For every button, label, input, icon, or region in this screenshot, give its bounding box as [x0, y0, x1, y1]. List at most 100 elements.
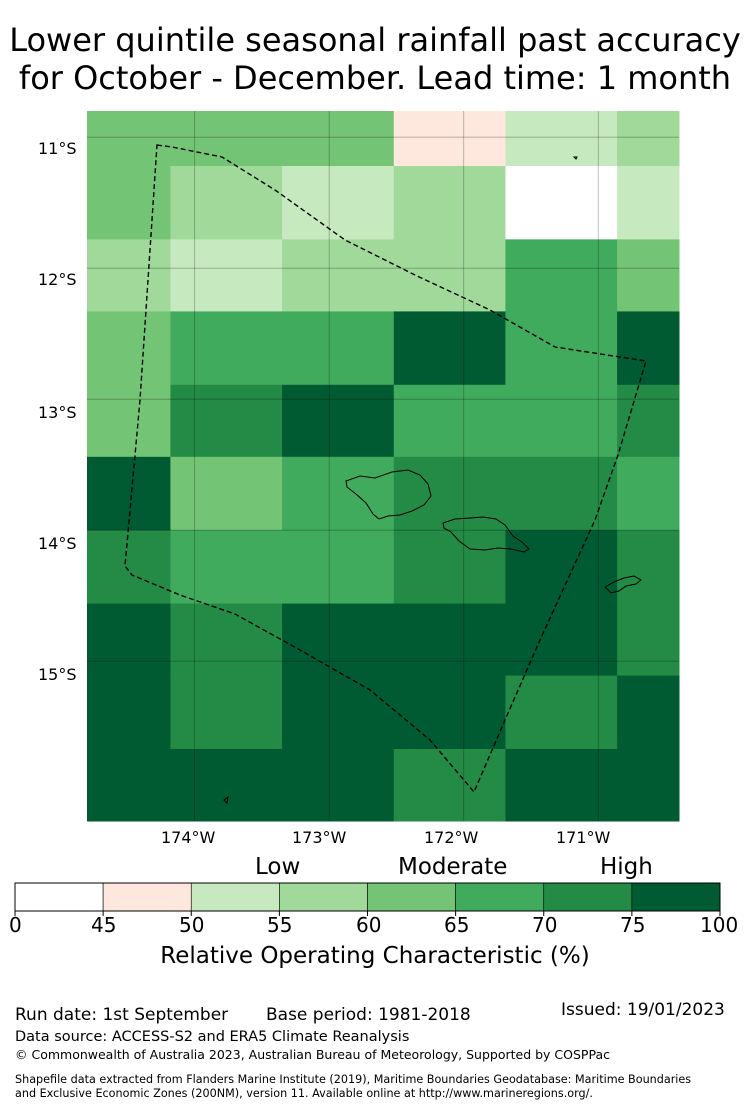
lon-label-171w: 171°W: [556, 828, 611, 847]
grid-cell: [87, 530, 171, 605]
grid-cell: [87, 311, 171, 386]
coastline-tutuila: [604, 575, 642, 594]
grid-cell: [170, 166, 283, 240]
colorbar-tick-65: 65: [444, 913, 470, 937]
eez-boundary-dashed: [124, 144, 647, 794]
map-gridlines: [87, 111, 679, 821]
grid-cell: [617, 748, 680, 822]
lat-label-14s: 14°S: [38, 534, 77, 553]
colorbar-tick-70: 70: [532, 913, 558, 937]
data-source: Data source: ACCESS-S2 and ERA5 Climate …: [15, 1029, 410, 1045]
grid-cell: [282, 311, 395, 386]
category-high: High: [600, 854, 653, 880]
grid-cell: [505, 111, 618, 167]
lat-label-13s: 13°S: [38, 403, 77, 422]
grid-cell: [87, 456, 171, 531]
grid-cell: [170, 111, 283, 167]
grid-cell: [505, 603, 618, 677]
grid-cell: [87, 675, 171, 750]
grid-cell: [505, 675, 618, 750]
colorbar-tick-100: 100: [700, 913, 739, 937]
grid-cell: [505, 239, 618, 312]
grid-cell: [617, 675, 680, 750]
colorbar-title: Relative Operating Characteristic (%): [160, 943, 590, 969]
grid-cell: [282, 456, 395, 531]
colorbar: [14, 882, 721, 916]
grid-cell: [170, 456, 283, 531]
grid-cell: [505, 384, 618, 458]
grid-cell: [282, 166, 395, 240]
base-period: Base period: 1981-2018: [266, 1005, 471, 1025]
grid-cell: [282, 675, 395, 750]
grid-cell: [170, 748, 283, 822]
grid-cell: [282, 603, 395, 677]
grid-cell: [505, 530, 618, 605]
colorbar-segment: [631, 882, 721, 912]
grid-cell: [617, 311, 680, 386]
grid-cell: [393, 675, 506, 750]
grid-cell: [505, 748, 618, 822]
colorbar-segment: [543, 882, 633, 912]
shapefile-credit-line-2: and Exclusive Economic Zones (200NM), ve…: [15, 1087, 593, 1100]
grid-cell: [393, 311, 506, 386]
grid-cell: [87, 603, 171, 677]
colorbar-segment: [190, 882, 280, 912]
grid-cell: [617, 239, 680, 312]
chart-title-line-2: for October - December. Lead time: 1 mon…: [18, 59, 732, 97]
grid-cell: [393, 166, 506, 240]
grid-cell: [393, 748, 506, 822]
grid-cell: [617, 603, 680, 677]
grid-cell: [617, 456, 680, 531]
grid-cell: [87, 384, 171, 458]
colorbar-segment: [14, 882, 104, 912]
coastline-savaii: [345, 469, 432, 520]
colorbar-segment: [279, 882, 368, 912]
grid-cell: [170, 384, 283, 458]
colorbar-tick-45: 45: [91, 913, 117, 937]
grid-cell: [170, 530, 283, 605]
coastline-islet-north: [572, 156, 578, 160]
colorbar-tick-60: 60: [356, 913, 382, 937]
grid-cell: [87, 111, 171, 167]
grid-cell: [393, 456, 506, 531]
coastline-upolu: [442, 516, 530, 553]
colorbar-frame: [14, 882, 721, 912]
issued-date: Issued: 19/01/2023: [561, 1000, 725, 1020]
coastlines: [223, 156, 642, 805]
run-date: Run date: 1st September: [15, 1005, 229, 1025]
grid-cell: [505, 166, 618, 240]
grid-cell: [170, 675, 283, 750]
grid-cell: [170, 311, 283, 386]
grid-cell: [393, 239, 506, 312]
lon-label-174w: 174°W: [161, 828, 216, 847]
grid-cell: [393, 384, 506, 458]
grid-cell: [282, 530, 395, 605]
grid-cell: [170, 239, 283, 312]
copyright-notice: © Commonwealth of Australia 2023, Austra…: [15, 1047, 610, 1062]
colorbar-tick-50: 50: [179, 913, 205, 937]
grid-cell: [505, 456, 618, 531]
lat-label-15s: 15°S: [38, 665, 77, 684]
colorbar-tick-55: 55: [267, 913, 293, 937]
lon-label-172w: 172°W: [424, 828, 479, 847]
coastline-islet-south: [223, 795, 229, 805]
grid-cell: [87, 166, 171, 240]
category-low: Low: [255, 854, 301, 880]
grid-cell: [617, 384, 680, 458]
grid-cell: [393, 111, 506, 167]
colorbar-segment: [367, 882, 456, 912]
roc-grid-cells: [87, 111, 680, 822]
grid-cell: [617, 111, 680, 167]
grid-cell: [393, 530, 506, 605]
grid-cell: [282, 384, 395, 458]
colorbar-segment: [102, 882, 192, 912]
grid-cell: [393, 603, 506, 677]
grid-cell: [617, 530, 680, 605]
lat-label-11s: 11°S: [38, 139, 77, 158]
lat-label-12s: 12°S: [38, 270, 77, 289]
grid-cell: [282, 239, 395, 312]
lon-label-173w: 173°W: [292, 828, 347, 847]
shapefile-credit-line-1: Shapefile data extracted from Flanders M…: [15, 1073, 692, 1086]
grid-cell: [617, 166, 680, 240]
